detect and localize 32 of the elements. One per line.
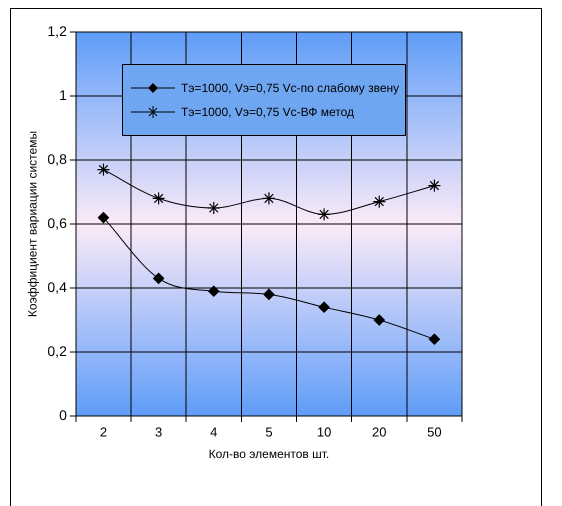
y-tick-label: 0,2 [47, 342, 68, 359]
x-axis-title: Кол-во элементов шт. [208, 447, 330, 462]
y-tick-label: 0 [59, 406, 68, 423]
legend-label: Тэ=1000, Vэ=0,75 Vс-по слабому звену [181, 80, 400, 97]
legend-label: Тэ=1000, Vэ=0,75 Vс-ВФ метод [181, 104, 354, 121]
point [374, 314, 385, 326]
y-tick-label: 1,2 [47, 22, 68, 39]
y-axis-title: Коэффициент вариации системы [26, 130, 40, 318]
point [263, 288, 275, 300]
y-tick-label: 0,8 [47, 150, 68, 167]
y-tick-label: 0,4 [47, 278, 68, 295]
point [152, 192, 166, 205]
x-tick-label: 4 [210, 424, 218, 440]
x-tick-label: 20 [372, 424, 386, 440]
point [372, 195, 386, 208]
point [428, 334, 440, 345]
x-tick-label: 3 [154, 424, 162, 440]
point [317, 208, 331, 221]
point [98, 212, 110, 224]
point [208, 286, 220, 297]
x-tick-label: 10 [316, 424, 332, 440]
x-tick-label: 2 [100, 424, 108, 440]
point [428, 179, 442, 192]
y-tick-label: 1 [59, 86, 68, 103]
point [262, 192, 276, 205]
y-tick-label: 0,6 [47, 214, 68, 231]
x-tick-label: 50 [427, 424, 442, 440]
point [153, 272, 164, 284]
x-tick-label: 5 [265, 424, 273, 440]
point [318, 302, 330, 313]
point [207, 201, 220, 215]
point [96, 163, 110, 176]
